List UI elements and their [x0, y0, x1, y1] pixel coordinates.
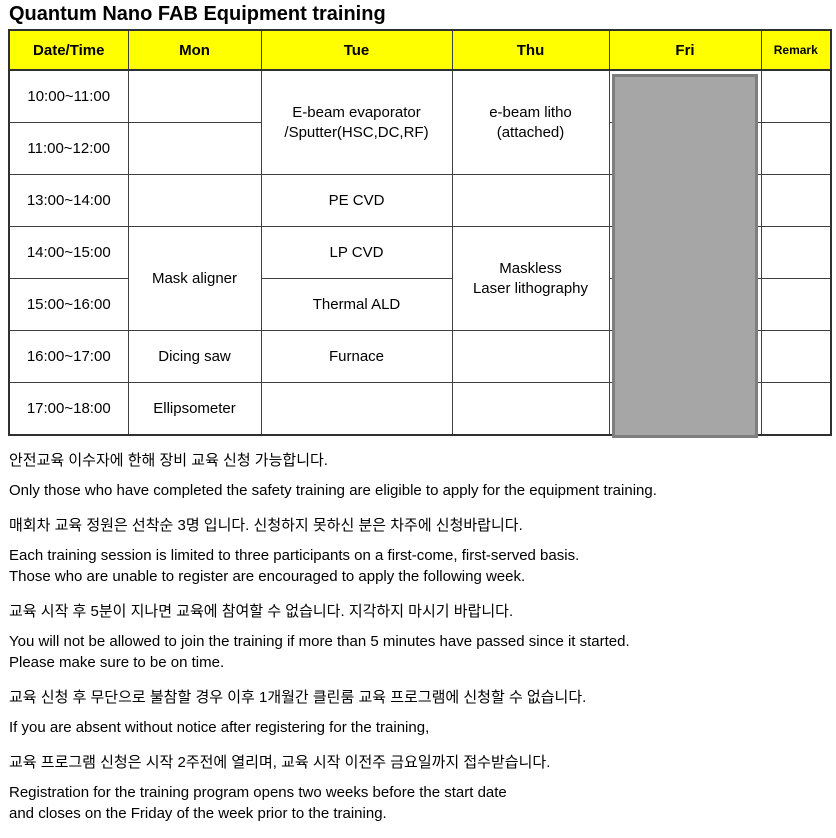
cell-tue-furnace: Furnace	[260, 330, 453, 383]
cell-remark-empty	[760, 278, 832, 331]
cell-thu-maskless-laser-litho: Maskless Laser lithography	[451, 226, 610, 331]
cell-thu-empty	[451, 174, 610, 227]
note-registration-window: 교육 프로그램 신청은 시작 2주전에 열리며, 교육 시작 이전주 금요일까지…	[9, 752, 836, 824]
cell-tue-ebeam-evaporator: E-beam evaporator /Sputter(HSC,DC,RF)	[260, 69, 453, 175]
cell-thu-empty	[451, 330, 610, 383]
note-korean-text: 교육 시작 후 5분이 지나면 교육에 참여할 수 없습니다. 지각하지 마시기…	[9, 603, 514, 620]
page-title: Quantum Nano FAB Equipment training	[9, 3, 386, 25]
time-cell: 10:00~11:00	[8, 69, 129, 123]
note-session-capacity: 매회차 교육 정원은 선착순 3명 입니다. 신청하지 못하신 분은 차주에 신…	[9, 515, 836, 587]
notes-section: 안전교육 이수자에 한해 장비 교육 신청 가능합니다. Only those …	[9, 450, 836, 824]
cell-mon-empty	[127, 174, 262, 227]
table-row: 14:00~15:00 Mask aligner LP CVD Maskless…	[8, 226, 832, 331]
note-korean-text: 교육 신청 후 무단으로 불참할 경우 이후 1개월간 클린룸 교육 프로그램에…	[9, 689, 587, 706]
note-english-text: If you are absent without notice after r…	[9, 719, 430, 736]
note-absence-policy: 교육 신청 후 무단으로 불참할 경우 이후 1개월간 클린룸 교육 프로그램에…	[9, 687, 836, 738]
cell-remark-empty	[760, 69, 832, 123]
schedule-table-wrapper: Date/Time Mon Tue Thu Fri Remark 10:00~1…	[8, 29, 832, 438]
cell-mon-empty	[127, 122, 262, 175]
note-english-text: Each training session is limited to thre…	[9, 547, 580, 585]
table-row: 17:00~18:00 Ellipsometer	[8, 382, 832, 436]
time-cell: 11:00~12:00	[8, 122, 129, 175]
cell-thu-ebeam-litho: e-beam litho (attached)	[451, 69, 610, 175]
header-thu: Thu	[451, 29, 610, 71]
cell-remark-empty	[760, 226, 832, 279]
note-safety-training: 안전교육 이수자에 한해 장비 교육 신청 가능합니다. Only those …	[9, 450, 836, 501]
time-cell: 13:00~14:00	[8, 174, 129, 227]
cell-thu-empty	[451, 382, 610, 436]
note-korean-text: 교육 프로그램 신청은 시작 2주전에 열리며, 교육 시작 이전주 금요일까지…	[9, 754, 551, 771]
cell-remark-empty	[760, 174, 832, 227]
time-cell: 16:00~17:00	[8, 330, 129, 383]
header-date-time: Date/Time	[8, 29, 129, 71]
cell-tue-pe-cvd: PE CVD	[260, 174, 453, 227]
cell-remark-empty	[760, 330, 832, 383]
time-cell: 15:00~16:00	[8, 278, 129, 331]
cell-mon-ellipsometer: Ellipsometer	[127, 382, 262, 436]
note-late-policy: 교육 시작 후 5분이 지나면 교육에 참여할 수 없습니다. 지각하지 마시기…	[9, 601, 836, 673]
cell-tue-empty	[260, 382, 453, 436]
header-row: Date/Time Mon Tue Thu Fri Remark	[8, 29, 832, 71]
note-korean-text: 매회차 교육 정원은 선착순 3명 입니다. 신청하지 못하신 분은 차주에 신…	[9, 517, 523, 534]
cell-tue-thermal-ald: Thermal ALD	[260, 278, 453, 331]
note-english-text: You will not be allowed to join the trai…	[9, 633, 630, 671]
cell-mon-dicing-saw: Dicing saw	[127, 330, 262, 383]
header-remark: Remark	[760, 29, 832, 71]
header-fri: Fri	[608, 29, 762, 71]
note-korean-text: 안전교육 이수자에 한해 장비 교육 신청 가능합니다.	[9, 452, 328, 469]
fri-blocked-overlay	[612, 74, 758, 438]
note-english-text: Registration for the training program op…	[9, 784, 507, 822]
time-cell: 14:00~15:00	[8, 226, 129, 279]
cell-tue-lp-cvd: LP CVD	[260, 226, 453, 279]
cell-remark-empty	[760, 122, 832, 175]
cell-mon-empty	[127, 69, 262, 123]
header-mon: Mon	[127, 29, 262, 71]
note-english-text: Only those who have completed the safety…	[9, 482, 657, 499]
cell-remark-empty	[760, 382, 832, 436]
header-tue: Tue	[260, 29, 453, 71]
time-cell: 17:00~18:00	[8, 382, 129, 436]
cell-mon-mask-aligner: Mask aligner	[127, 226, 262, 331]
